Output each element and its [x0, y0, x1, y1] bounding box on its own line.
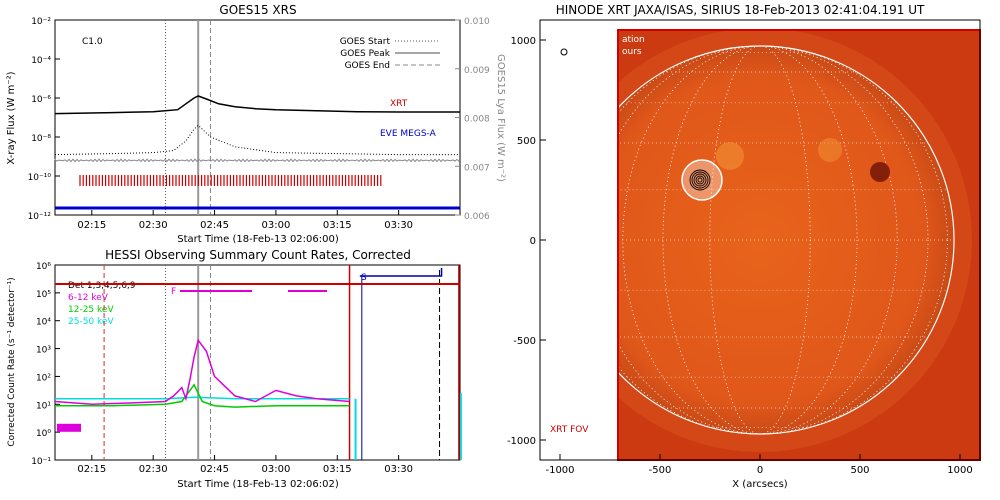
fov-text-2: ours — [622, 47, 642, 57]
hessi-x-tick-label: 02:45 — [200, 464, 229, 475]
legend-goes-end: GOES End — [345, 61, 390, 71]
hessi-title: HESSI Observing Summary Count Rates, Cor… — [105, 248, 411, 262]
fov-label: XRT FOV — [550, 425, 589, 435]
hessi-y-tick-label: 10⁰ — [36, 429, 51, 439]
flare-contour — [689, 169, 711, 191]
eve-label: EVE MEGS-A — [380, 129, 437, 139]
hessi-y-tick-label: 10¹ — [36, 401, 51, 411]
hessi-detectors-label: Det 1,3,4,5,6,9 — [68, 281, 136, 291]
xrt-y-tick-label: 0 — [530, 236, 536, 247]
goes-legend: GOES Start GOES Peak GOES End — [340, 37, 440, 71]
xrt-y-tick-label: -1000 — [507, 436, 536, 447]
xrt-label: XRT — [390, 99, 408, 109]
sun-group — [618, 30, 972, 452]
hessi-x-tick-label: 03:00 — [261, 464, 290, 475]
goes-y-right-tick-label: 0.009 — [464, 66, 490, 76]
goes-x-tick-label: 02:45 — [200, 220, 229, 231]
small-marker-circle — [560, 48, 568, 56]
hessi-xlabel: Start Time (18-Feb-13 02:06:02) — [177, 479, 339, 490]
goes-x-tick-label: 03:15 — [323, 220, 352, 231]
goes-y-tick-label: 10⁻¹⁰ — [28, 173, 52, 183]
legend-6-12: 6-12 keV — [68, 293, 109, 303]
goes-y-right-tick-label: 0.010 — [464, 17, 490, 27]
hessi-x-tick-label: 03:30 — [384, 464, 413, 475]
goes-y-tick-label: 10⁻⁸ — [31, 134, 51, 144]
hessi-series-line — [55, 396, 350, 400]
goes-y-tick-label: 10⁻² — [31, 17, 51, 27]
xrt-y-tick-label: -500 — [513, 336, 536, 347]
flare-circle — [681, 159, 723, 201]
goes-x-tick-label: 02:30 — [139, 220, 168, 231]
hessi-x-tick-label: 02:30 — [139, 464, 168, 475]
goes-xrs-panel: GOES15 XRS C1.0 XRT EVE MEGS-A GOES Star… — [6, 3, 506, 245]
hessi-frame — [54, 264, 461, 461]
hessi-y-tick-label: 10⁶ — [36, 262, 51, 272]
xrt-xlabel: X (arcsecs) — [732, 479, 788, 490]
longitude-line — [618, 45, 948, 435]
xrt-title: HINODE XRT JAXA/ISAS, SIRIUS 18-Feb-2013… — [556, 3, 925, 17]
solar-limb — [618, 45, 955, 435]
hessi-series-line — [54, 338, 350, 406]
legend-goes-start: GOES Start — [340, 37, 391, 47]
goes-lya-line — [54, 158, 460, 163]
hessi-series-line — [55, 383, 350, 408]
goes-long-channel-line — [54, 95, 460, 115]
xrt-y-tick-label: 500 — [517, 136, 536, 147]
goes-x-tick-label: 03:00 — [261, 220, 290, 231]
hessi-ylabel: Corrected Count Rate (s⁻¹ detector⁻¹) — [7, 277, 17, 446]
xrt-x-tick-label: 0 — [757, 465, 763, 476]
hessi-x-tick-label: 03:15 — [323, 464, 352, 475]
flare-contour — [697, 177, 703, 183]
xrt-x-tick-label: 500 — [850, 465, 869, 476]
legend-25-50: 25-50 keV — [68, 317, 114, 327]
flare-contour — [693, 173, 707, 187]
hessi-saa-flag-bar — [359, 268, 443, 277]
fov-text-1: ation — [622, 35, 645, 45]
hessi-y-tick-label: 10³ — [36, 346, 51, 356]
xrt-x-tick-label: -500 — [649, 465, 672, 476]
flare-contour — [695, 175, 705, 185]
sun-disk — [618, 46, 954, 434]
hessi-panel: HESSI Observing Summary Count Rates, Cor… — [7, 248, 462, 490]
goes-y-right-tick-label: 0.006 — [464, 212, 490, 222]
legend-goes-peak: GOES Peak — [340, 49, 390, 59]
goes-xlabel: Start Time (18-Feb-13 02:06:00) — [177, 234, 339, 245]
hessi-low-count-block — [57, 423, 81, 432]
goes-title: GOES15 XRS — [219, 3, 296, 17]
xrt-coverage-ticks — [79, 175, 382, 186]
hessi-y-tick-label: 10⁴ — [36, 318, 51, 328]
longitude-line — [622, 45, 898, 435]
goes-short-channel-line — [54, 124, 460, 156]
goes-y-right-tick-label: 0.007 — [464, 163, 490, 173]
flare-class-label: C1.0 — [82, 37, 103, 47]
goes-ylabel: X-ray Flux (W m⁻²) — [6, 71, 17, 164]
goes-y-tick-label: 10⁻⁴ — [31, 56, 51, 66]
flag-s-label: S — [361, 273, 367, 283]
legend-12-25: 12-25 keV — [68, 305, 114, 315]
goes-ylabel-right: GOES15 Lya Flux (W m⁻²) — [495, 54, 506, 182]
flag-f-label: F — [171, 287, 176, 297]
goes-y-tick-label: 10⁻¹² — [28, 212, 52, 222]
flare-contour — [691, 171, 709, 189]
goes-y-tick-label: 10⁻⁶ — [31, 95, 51, 105]
hessi-y-tick-label: 10² — [36, 373, 51, 383]
goes-x-tick-label: 02:15 — [77, 220, 106, 231]
xrt-x-tick-label: -1000 — [545, 465, 574, 476]
xrt-image-panel: HINODE XRT JAXA/ISAS, SIRIUS 18-Feb-2013… — [507, 3, 981, 490]
hessi-x-tick-label: 02:15 — [77, 464, 106, 475]
hessi-y-tick-label: 10⁻¹ — [31, 457, 51, 467]
goes-x-tick-label: 03:30 — [384, 220, 413, 231]
bright-region — [818, 138, 842, 162]
bright-region — [716, 142, 744, 170]
xrt-x-tick-label: 1000 — [947, 465, 972, 476]
dark-spot — [870, 162, 890, 182]
xrt-y-tick-label: 1000 — [511, 36, 536, 47]
hessi-y-tick-label: 10⁵ — [36, 290, 51, 300]
goes-y-right-tick-label: 0.008 — [464, 115, 490, 125]
